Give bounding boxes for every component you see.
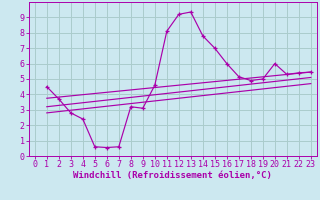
X-axis label: Windchill (Refroidissement éolien,°C): Windchill (Refroidissement éolien,°C) bbox=[73, 171, 272, 180]
